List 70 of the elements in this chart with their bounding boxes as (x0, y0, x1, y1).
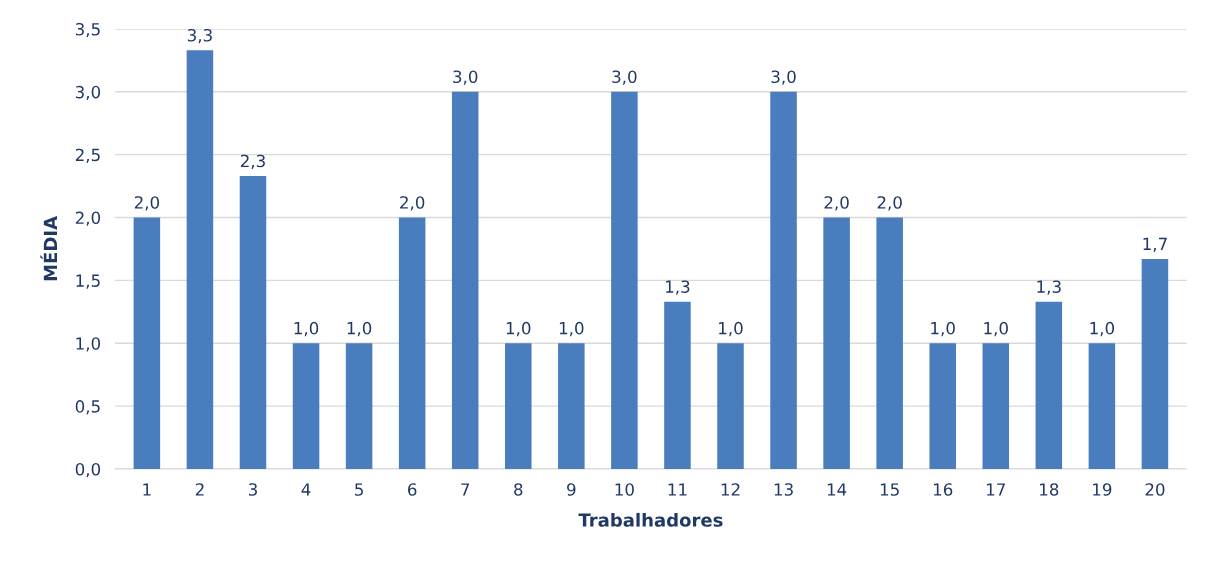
bar (929, 343, 956, 469)
x-tick-label: 18 (1040, 483, 1059, 496)
data-label: 1,0 (984, 321, 1008, 337)
y-axis-title: MÉDIA (40, 216, 58, 281)
x-tick-label: 3 (248, 483, 257, 496)
bar (982, 343, 1010, 469)
x-tick-label: 6 (408, 483, 417, 496)
bar (1035, 301, 1063, 469)
data-label: 2,0 (824, 196, 849, 211)
x-tick-label: 8 (514, 483, 523, 496)
bar (558, 343, 585, 469)
data-label: 1,0 (347, 321, 372, 337)
x-tick-label: 17 (987, 483, 1005, 496)
y-tick-label: 3,5 (75, 22, 100, 38)
x-tick-label: 14 (827, 483, 847, 496)
x-tick-label: 12 (721, 483, 740, 496)
x-tick-label: 16 (933, 483, 953, 496)
x-tick-label: 11 (668, 483, 687, 496)
bar (1088, 343, 1116, 469)
x-tick-label: 7 (461, 483, 470, 496)
data-label: 1,3 (1037, 280, 1061, 295)
y-tick-label: 3,0 (75, 85, 101, 101)
data-label: 2,3 (240, 154, 265, 169)
bar (133, 217, 161, 469)
data-label: 1,0 (931, 321, 955, 337)
data-label: 1,0 (294, 321, 319, 337)
bar (292, 343, 320, 469)
data-label: 1,3 (666, 280, 690, 295)
x-tick-label: 15 (880, 483, 899, 496)
data-label: 1,0 (506, 321, 531, 337)
bar (770, 91, 797, 469)
bar (451, 91, 479, 469)
y-tick-label: 2,5 (75, 148, 100, 163)
bar (186, 50, 214, 469)
x-tick-label: 13 (774, 483, 793, 496)
x-tick-label: 5 (355, 483, 363, 496)
data-label: 3,3 (187, 28, 212, 44)
bar (664, 301, 691, 469)
y-tick-label: 1,5 (76, 274, 100, 289)
data-label: 3,0 (453, 70, 478, 85)
data-label: 1,7 (1143, 237, 1167, 252)
bar (1141, 259, 1169, 469)
bar (345, 343, 373, 469)
y-tick-label: 2,0 (75, 211, 101, 226)
x-tick-label: 2 (195, 483, 204, 496)
data-label: 2,0 (400, 196, 425, 211)
x-tick-label: 4 (301, 483, 311, 496)
data-label: 1,0 (1090, 321, 1115, 337)
data-label: 1,0 (719, 321, 743, 337)
y-tick-label: 1,0 (76, 337, 101, 352)
y-tick-label: 0,0 (75, 462, 101, 478)
x-axis-title: Trabalhadores (578, 512, 723, 527)
data-label: 2,0 (134, 196, 160, 211)
bar (398, 217, 426, 469)
data-label: 3,0 (771, 70, 796, 85)
x-tick-label: 10 (615, 483, 634, 496)
bar (611, 91, 638, 469)
bar (823, 217, 850, 469)
bar (876, 217, 903, 469)
data-label: 3,0 (612, 70, 637, 85)
x-tick-label: 20 (1145, 483, 1165, 496)
x-tick-label: 1 (143, 483, 151, 496)
data-label: 2,0 (877, 196, 902, 211)
data-label: 1,0 (559, 321, 584, 337)
bar (239, 176, 267, 469)
x-tick-label: 19 (1093, 483, 1112, 496)
bar (505, 343, 532, 469)
bar (717, 343, 744, 469)
y-tick-label: 0,5 (75, 400, 100, 415)
x-tick-label: 9 (567, 483, 576, 496)
